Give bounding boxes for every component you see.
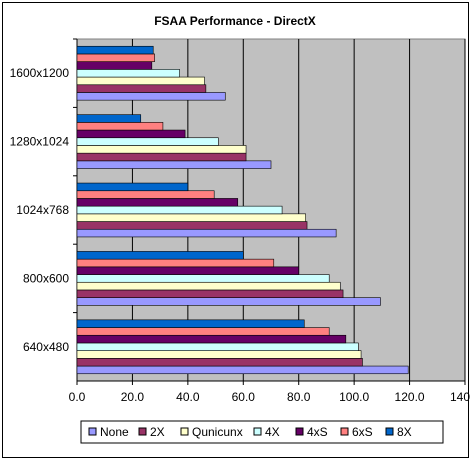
x-tick-label: 140.0 — [450, 390, 470, 404]
bar-2x-1024x768 — [76, 221, 308, 230]
legend-label-4x: 4X — [265, 425, 280, 439]
legend-label-2x: 2X — [150, 425, 165, 439]
legend-swatch-4xs — [295, 427, 304, 436]
y-tick-label: 800x600 — [23, 271, 69, 285]
legend-label-4xs: 4xS — [307, 425, 328, 439]
legend-box — [80, 420, 444, 444]
legend-swatch-2x — [138, 427, 147, 436]
bar-2x-640x480 — [76, 358, 363, 367]
y-tick-label: 1024x768 — [16, 203, 69, 217]
legend-swatch-qunicunx — [180, 427, 189, 436]
bar-6xs-640x480 — [76, 327, 330, 336]
chart-title: FSAA Performance - DirectX — [154, 14, 316, 28]
bar-4x-1600x1200 — [76, 69, 180, 78]
x-tick-label: 60.0 — [232, 390, 256, 404]
bar-none-800x600 — [76, 297, 381, 306]
bar-4xs-1024x768 — [76, 198, 239, 207]
x-tick-label: 40.0 — [176, 390, 200, 404]
legend-label-qunicunx: Qunicunx — [192, 425, 243, 439]
bar-qunicunx-1600x1200 — [76, 76, 205, 86]
bar-qunicunx-640x480 — [76, 350, 362, 359]
legend-swatch-8x — [385, 427, 394, 436]
bar-4xs-1280x1024 — [76, 129, 186, 139]
bar-qunicunx-1280x1024 — [76, 145, 247, 154]
bar-4x-800x600 — [76, 274, 330, 283]
x-tick-label: 100.0 — [339, 390, 369, 404]
bar-8x-1280x1024 — [76, 114, 142, 123]
bar-4x-1280x1024 — [76, 137, 219, 146]
legend-swatch-6xs — [340, 427, 349, 436]
x-tick-label: 80.0 — [287, 390, 311, 404]
bar-6xs-1600x1200 — [76, 53, 155, 62]
bar-4x-1024x768 — [76, 205, 283, 215]
bar-qunicunx-800x600 — [76, 281, 341, 291]
chart: FSAA Performance - DirectX 0.0 20.0 40.0 60… — [10, 14, 470, 444]
bar-2x-800x600 — [76, 289, 344, 298]
y-tick-label: 1280x1024 — [10, 135, 70, 149]
y-tick-label: 1600x1200 — [10, 66, 70, 80]
bar-qunicunx-1024x768 — [76, 213, 306, 222]
bar-2x-1600x1200 — [76, 84, 207, 93]
bar-8x-1600x1200 — [76, 45, 154, 55]
chart-frame: FSAA Performance - DirectX 0.0 20.0 40.0 60… — [2, 2, 470, 458]
legend-label-none: None — [100, 425, 129, 439]
x-tick-label: 20.0 — [121, 390, 145, 404]
bar-6xs-1280x1024 — [76, 122, 164, 131]
bar-8x-800x600 — [76, 251, 244, 260]
legend-swatch-none — [88, 427, 97, 436]
legend-swatch-4x — [253, 427, 262, 436]
bar-8x-640x480 — [76, 319, 305, 328]
bar-6xs-1024x768 — [76, 190, 215, 199]
x-tick-label: 120.0 — [395, 390, 425, 404]
bar-none-1600x1200 — [76, 92, 226, 101]
bar-4xs-800x600 — [76, 266, 300, 275]
legend-label-6xs: 6xS — [352, 425, 373, 439]
bar-none-640x480 — [76, 365, 409, 375]
bar-4xs-640x480 — [76, 334, 347, 344]
bar-6xs-800x600 — [76, 258, 275, 268]
bar-2x-1280x1024 — [76, 152, 247, 162]
x-tick-label: 0.0 — [69, 390, 86, 404]
bar-4x-640x480 — [76, 342, 359, 351]
bar-8x-1024x768 — [76, 182, 189, 192]
y-tick-label: 640x480 — [23, 340, 69, 354]
legend-label-8x: 8X — [397, 425, 412, 439]
bar-4xs-1600x1200 — [76, 61, 153, 70]
bar-none-1024x768 — [76, 228, 337, 238]
bar-none-1280x1024 — [76, 160, 272, 169]
